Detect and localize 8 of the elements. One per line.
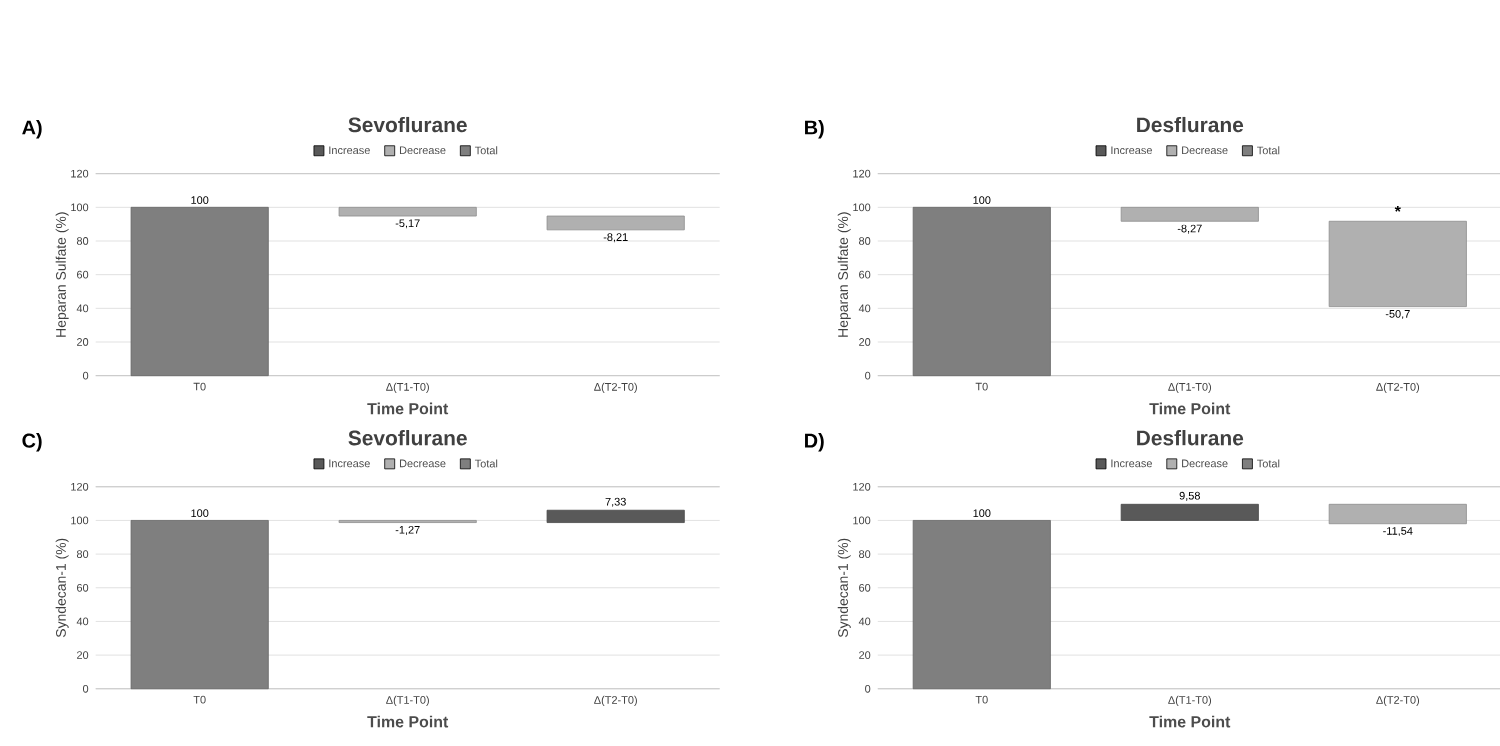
chart-title: Desflurane bbox=[1137, 116, 1244, 133]
chart-title: Sevoflurane bbox=[348, 116, 467, 133]
chart-title: Desflurane bbox=[1137, 430, 1244, 446]
text: B) bbox=[805, 119, 824, 139]
text: D) bbox=[805, 433, 824, 452]
text: A) bbox=[22, 119, 42, 139]
chart-title: Sevoflurane bbox=[348, 430, 467, 446]
text: C) bbox=[22, 433, 42, 452]
